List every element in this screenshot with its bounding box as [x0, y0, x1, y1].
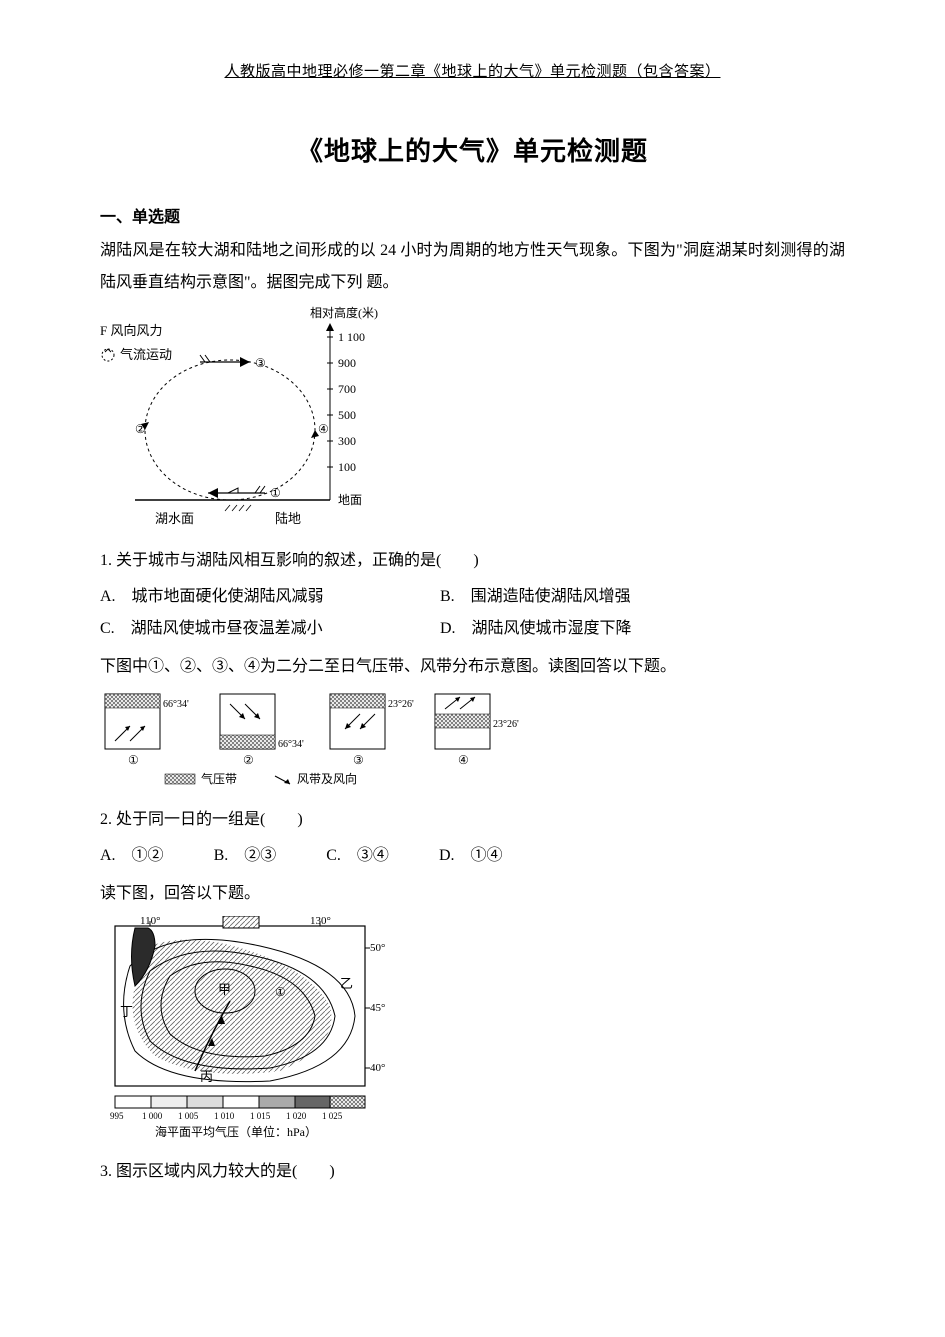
fig1-ytick-5: 100: [338, 460, 356, 474]
fig2-panel-1: 66°34' ①: [105, 694, 189, 767]
fig2-lat-2: 66°34': [278, 739, 304, 750]
page-header: 人教版高中地理必修一第二章《地球上的大气》单元检测题（包含答案）: [100, 60, 845, 81]
fig3-lat-2: 40°: [370, 1062, 385, 1074]
intro-paragraph-3: 读下图，回答以下题。: [100, 878, 845, 910]
fig2-panel-3: 23°26' ③: [330, 694, 414, 767]
fig2-panel-2: 66°34' ②: [220, 694, 304, 767]
question-3: 3. 图示区域内风力较大的是( ): [100, 1156, 845, 1188]
fig1-num-4: ④: [318, 422, 329, 436]
svg-text:1 005: 1 005: [178, 1111, 199, 1121]
svg-text:995: 995: [110, 1111, 124, 1121]
fig1-ytick-4: 300: [338, 434, 356, 448]
svg-text:1 020: 1 020: [286, 1111, 307, 1121]
figure-2: 66°34' ① 66°34' ②: [100, 689, 845, 794]
fig3-circled-1: ①: [275, 985, 286, 999]
fig3-scale-values: 995 1 000 1 005 1 010 1 015 1 020 1 025: [110, 1111, 343, 1121]
fig2-num-1: ①: [128, 753, 139, 767]
intro-paragraph-1: 湖陆风是在较大湖和陆地之间形成的以 24 小时为周期的地方性天气现象。下图为"洞…: [100, 235, 845, 299]
fig1-ytick-1: 900: [338, 356, 356, 370]
fig3-lat-0: 50°: [370, 942, 385, 954]
svg-text:1 025: 1 025: [322, 1111, 343, 1121]
fig1-ytick-3: 500: [338, 408, 356, 422]
fig3-mark-bing: 丙: [200, 1069, 213, 1084]
question-2-options: A. ①② B. ②③ C. ③④ D. ①④: [100, 840, 845, 872]
fig2-legend: 气压带 风带及风向: [165, 771, 357, 786]
fig3-lat-1: 45°: [370, 1002, 385, 1014]
question-1: 1. 关于城市与湖陆风相互影响的叙述，正确的是( ): [100, 545, 845, 577]
fig1-circulation: [145, 360, 315, 500]
fig1-num-2: ②: [135, 422, 146, 436]
question-2: 2. 处于同一日的一组是( ): [100, 804, 845, 836]
fig2-lat-1: 66°34': [163, 699, 189, 710]
q1-option-D: D. 湖陆风使城市湿度下降: [440, 620, 632, 637]
q1-option-B: B. 围湖造陆使湖陆风增强: [440, 588, 631, 605]
fig2-num-2: ②: [243, 753, 254, 767]
q2-option-B: B. ②③: [214, 840, 277, 872]
fig1-num-3: ③: [255, 356, 266, 370]
svg-text:1 010: 1 010: [214, 1111, 235, 1121]
fig1-legend-f: F 风向风力: [100, 323, 162, 338]
fig2-legend-wind: 风带及风向: [297, 771, 357, 786]
svg-text:1 015: 1 015: [250, 1111, 271, 1121]
fig2-panel-4: 23°26' ④: [435, 694, 519, 767]
q2-option-A: A. ①②: [100, 840, 164, 872]
q2-option-D: D. ①④: [439, 840, 503, 872]
figure-3: 110° 120° 130° 50° 45° 40° 甲 乙 丙 丁 ①: [100, 916, 845, 1146]
q1-option-A: A. 城市地面硬化使湖陆风减弱: [100, 581, 440, 613]
q2-option-C: C. ③④: [326, 840, 389, 872]
fig1-bottom-right: 陆地: [275, 511, 301, 526]
fig2-lat-3: 23°26': [388, 699, 414, 710]
fig1-flag-1: [208, 486, 265, 498]
fig3-mark-yi: 乙: [340, 976, 353, 991]
fig1-legend-circle: 气流运动: [120, 347, 172, 362]
figure-1: 相对高度(米) F 风向风力 气流运动 1 100 900 700 500 30…: [100, 305, 845, 535]
fig2-lat-4: 23°26': [493, 719, 519, 730]
fig3-mark-jia: 甲: [218, 982, 231, 997]
page-title: 《地球上的大气》单元检测题: [100, 131, 845, 168]
fig1-num-1: ①: [270, 486, 281, 500]
fig1-bottom-left: 湖水面: [155, 511, 194, 526]
intro-paragraph-2: 下图中①、②、③、④为二分二至日气压带、风带分布示意图。读图回答以下题。: [100, 651, 845, 683]
fig2-num-3: ③: [353, 753, 364, 767]
svg-text:1 000: 1 000: [142, 1111, 163, 1121]
question-1-options: A. 城市地面硬化使湖陆风减弱B. 围湖造陆使湖陆风增强 C. 湖陆风使城市昼夜…: [100, 581, 845, 645]
q1-option-C: C. 湖陆风使城市昼夜温差减小: [100, 613, 440, 645]
fig3-mark-ding: 丁: [120, 1004, 133, 1019]
fig2-legend-belt: 气压带: [201, 771, 237, 786]
fig2-num-4: ④: [458, 753, 469, 767]
fig1-ytick-0: 1 100: [338, 330, 365, 344]
fig1-ground-label: 地面: [338, 493, 362, 507]
section-label: 一、单选题: [100, 203, 845, 227]
fig1-ytick-2: 700: [338, 382, 356, 396]
fig1-flag-3: [200, 355, 250, 367]
fig1-legend-circle-icon: [102, 349, 114, 361]
fig3-scale-caption: 海平面平均气压（单位：hPa）: [155, 1124, 317, 1139]
fig1-top-label: 相对高度(米): [310, 305, 378, 320]
